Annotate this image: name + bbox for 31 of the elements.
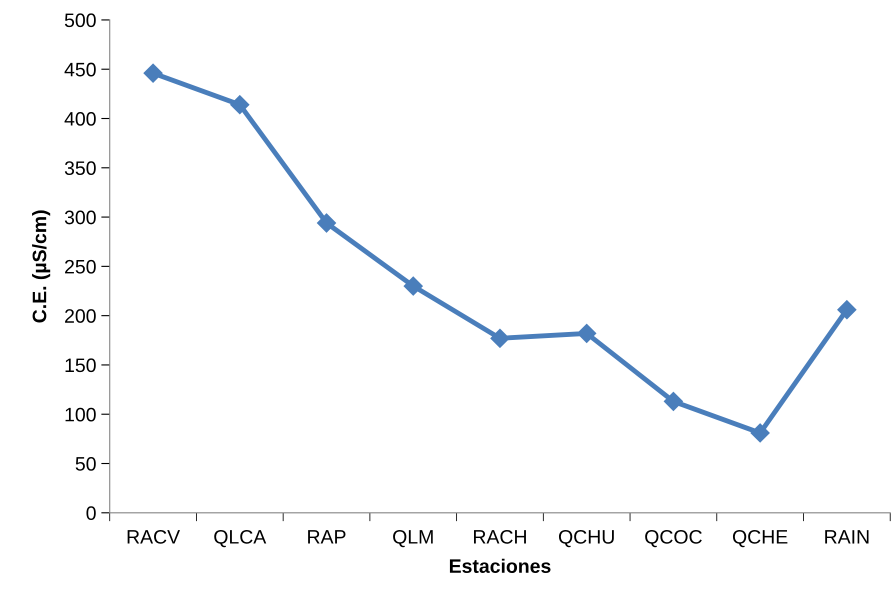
y-axis-title: C.E. (µS/cm): [32, 210, 50, 322]
y-tick-label: 300: [64, 210, 96, 224]
point: [577, 324, 596, 343]
x-tick-label: QLCA: [214, 530, 266, 548]
y-tick-label: 250: [65, 260, 96, 274]
point: [837, 300, 856, 320]
x-tick-label: RAIN: [825, 530, 868, 544]
y-tick-label: 350: [64, 161, 96, 176]
y-tick-label: 0: [86, 506, 96, 520]
y-tick-label: 50: [76, 456, 96, 471]
point: [404, 276, 423, 296]
x-tick-label: QCHE: [732, 530, 788, 548]
point: [664, 392, 683, 411]
point: [316, 213, 336, 233]
point: [144, 64, 163, 83]
y-tick-label: 200: [65, 309, 96, 323]
point: [490, 328, 510, 348]
y-tick-label: 450: [64, 62, 96, 76]
x-tick-label: QCOC: [645, 530, 702, 548]
x-tick-label: RAP: [308, 530, 346, 544]
y-tick-label: 100: [66, 408, 96, 422]
point: [230, 95, 250, 114]
x-tick-label: RACH: [474, 530, 526, 544]
y-tick-label: 500: [64, 13, 96, 28]
y-tick-label: 150: [66, 358, 96, 372]
x-tick-label: QLM: [393, 530, 433, 548]
y-tick-label: 400: [64, 112, 96, 126]
x-tick-label: QCHU: [558, 530, 614, 548]
x-axis-title: Estaciones: [450, 558, 551, 573]
x-tick-label: RACV: [128, 530, 180, 544]
point: [750, 423, 770, 442]
